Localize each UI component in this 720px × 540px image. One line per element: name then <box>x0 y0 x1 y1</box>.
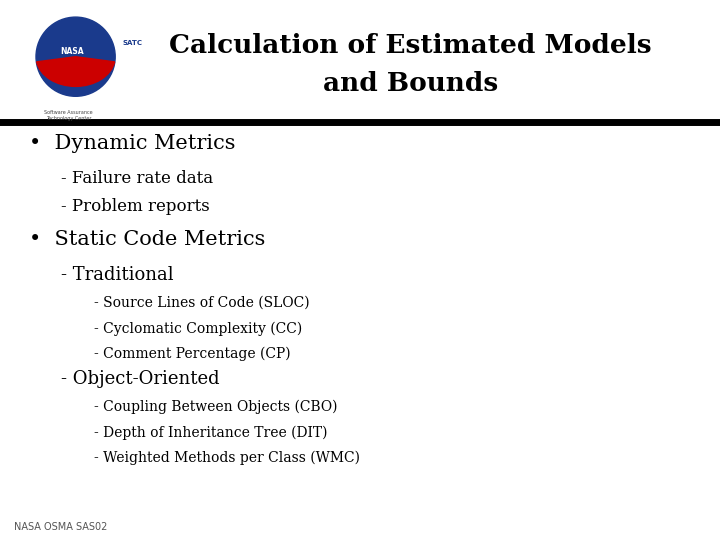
Text: - Cyclomatic Complexity (CC): - Cyclomatic Complexity (CC) <box>94 321 302 335</box>
Ellipse shape <box>36 17 115 96</box>
Text: - Comment Percentage (CP): - Comment Percentage (CP) <box>94 347 290 361</box>
Text: - Source Lines of Code (SLOC): - Source Lines of Code (SLOC) <box>94 296 309 310</box>
Wedge shape <box>37 57 114 86</box>
Text: and Bounds: and Bounds <box>323 71 498 96</box>
Text: - Failure rate data: - Failure rate data <box>61 170 213 187</box>
Bar <box>0 0 720 122</box>
Text: - Coupling Between Objects (CBO): - Coupling Between Objects (CBO) <box>94 400 337 414</box>
Text: - Object-Oriented: - Object-Oriented <box>61 370 220 388</box>
Text: - Weighted Methods per Class (WMC): - Weighted Methods per Class (WMC) <box>94 451 359 465</box>
Text: NASA OSMA SAS02: NASA OSMA SAS02 <box>14 522 108 531</box>
Text: •  Static Code Metrics: • Static Code Metrics <box>29 230 265 249</box>
Text: - Traditional: - Traditional <box>61 266 174 284</box>
Text: NASA: NASA <box>60 47 84 56</box>
Text: - Problem reports: - Problem reports <box>61 198 210 215</box>
Text: - Depth of Inheritance Tree (DIT): - Depth of Inheritance Tree (DIT) <box>94 426 327 440</box>
Text: SATC: SATC <box>122 40 143 46</box>
Text: •  Dynamic Metrics: • Dynamic Metrics <box>29 133 235 153</box>
Text: Software Assurance
Technology Center: Software Assurance Technology Center <box>44 110 93 120</box>
Text: Calculation of Estimated Models: Calculation of Estimated Models <box>169 33 652 58</box>
